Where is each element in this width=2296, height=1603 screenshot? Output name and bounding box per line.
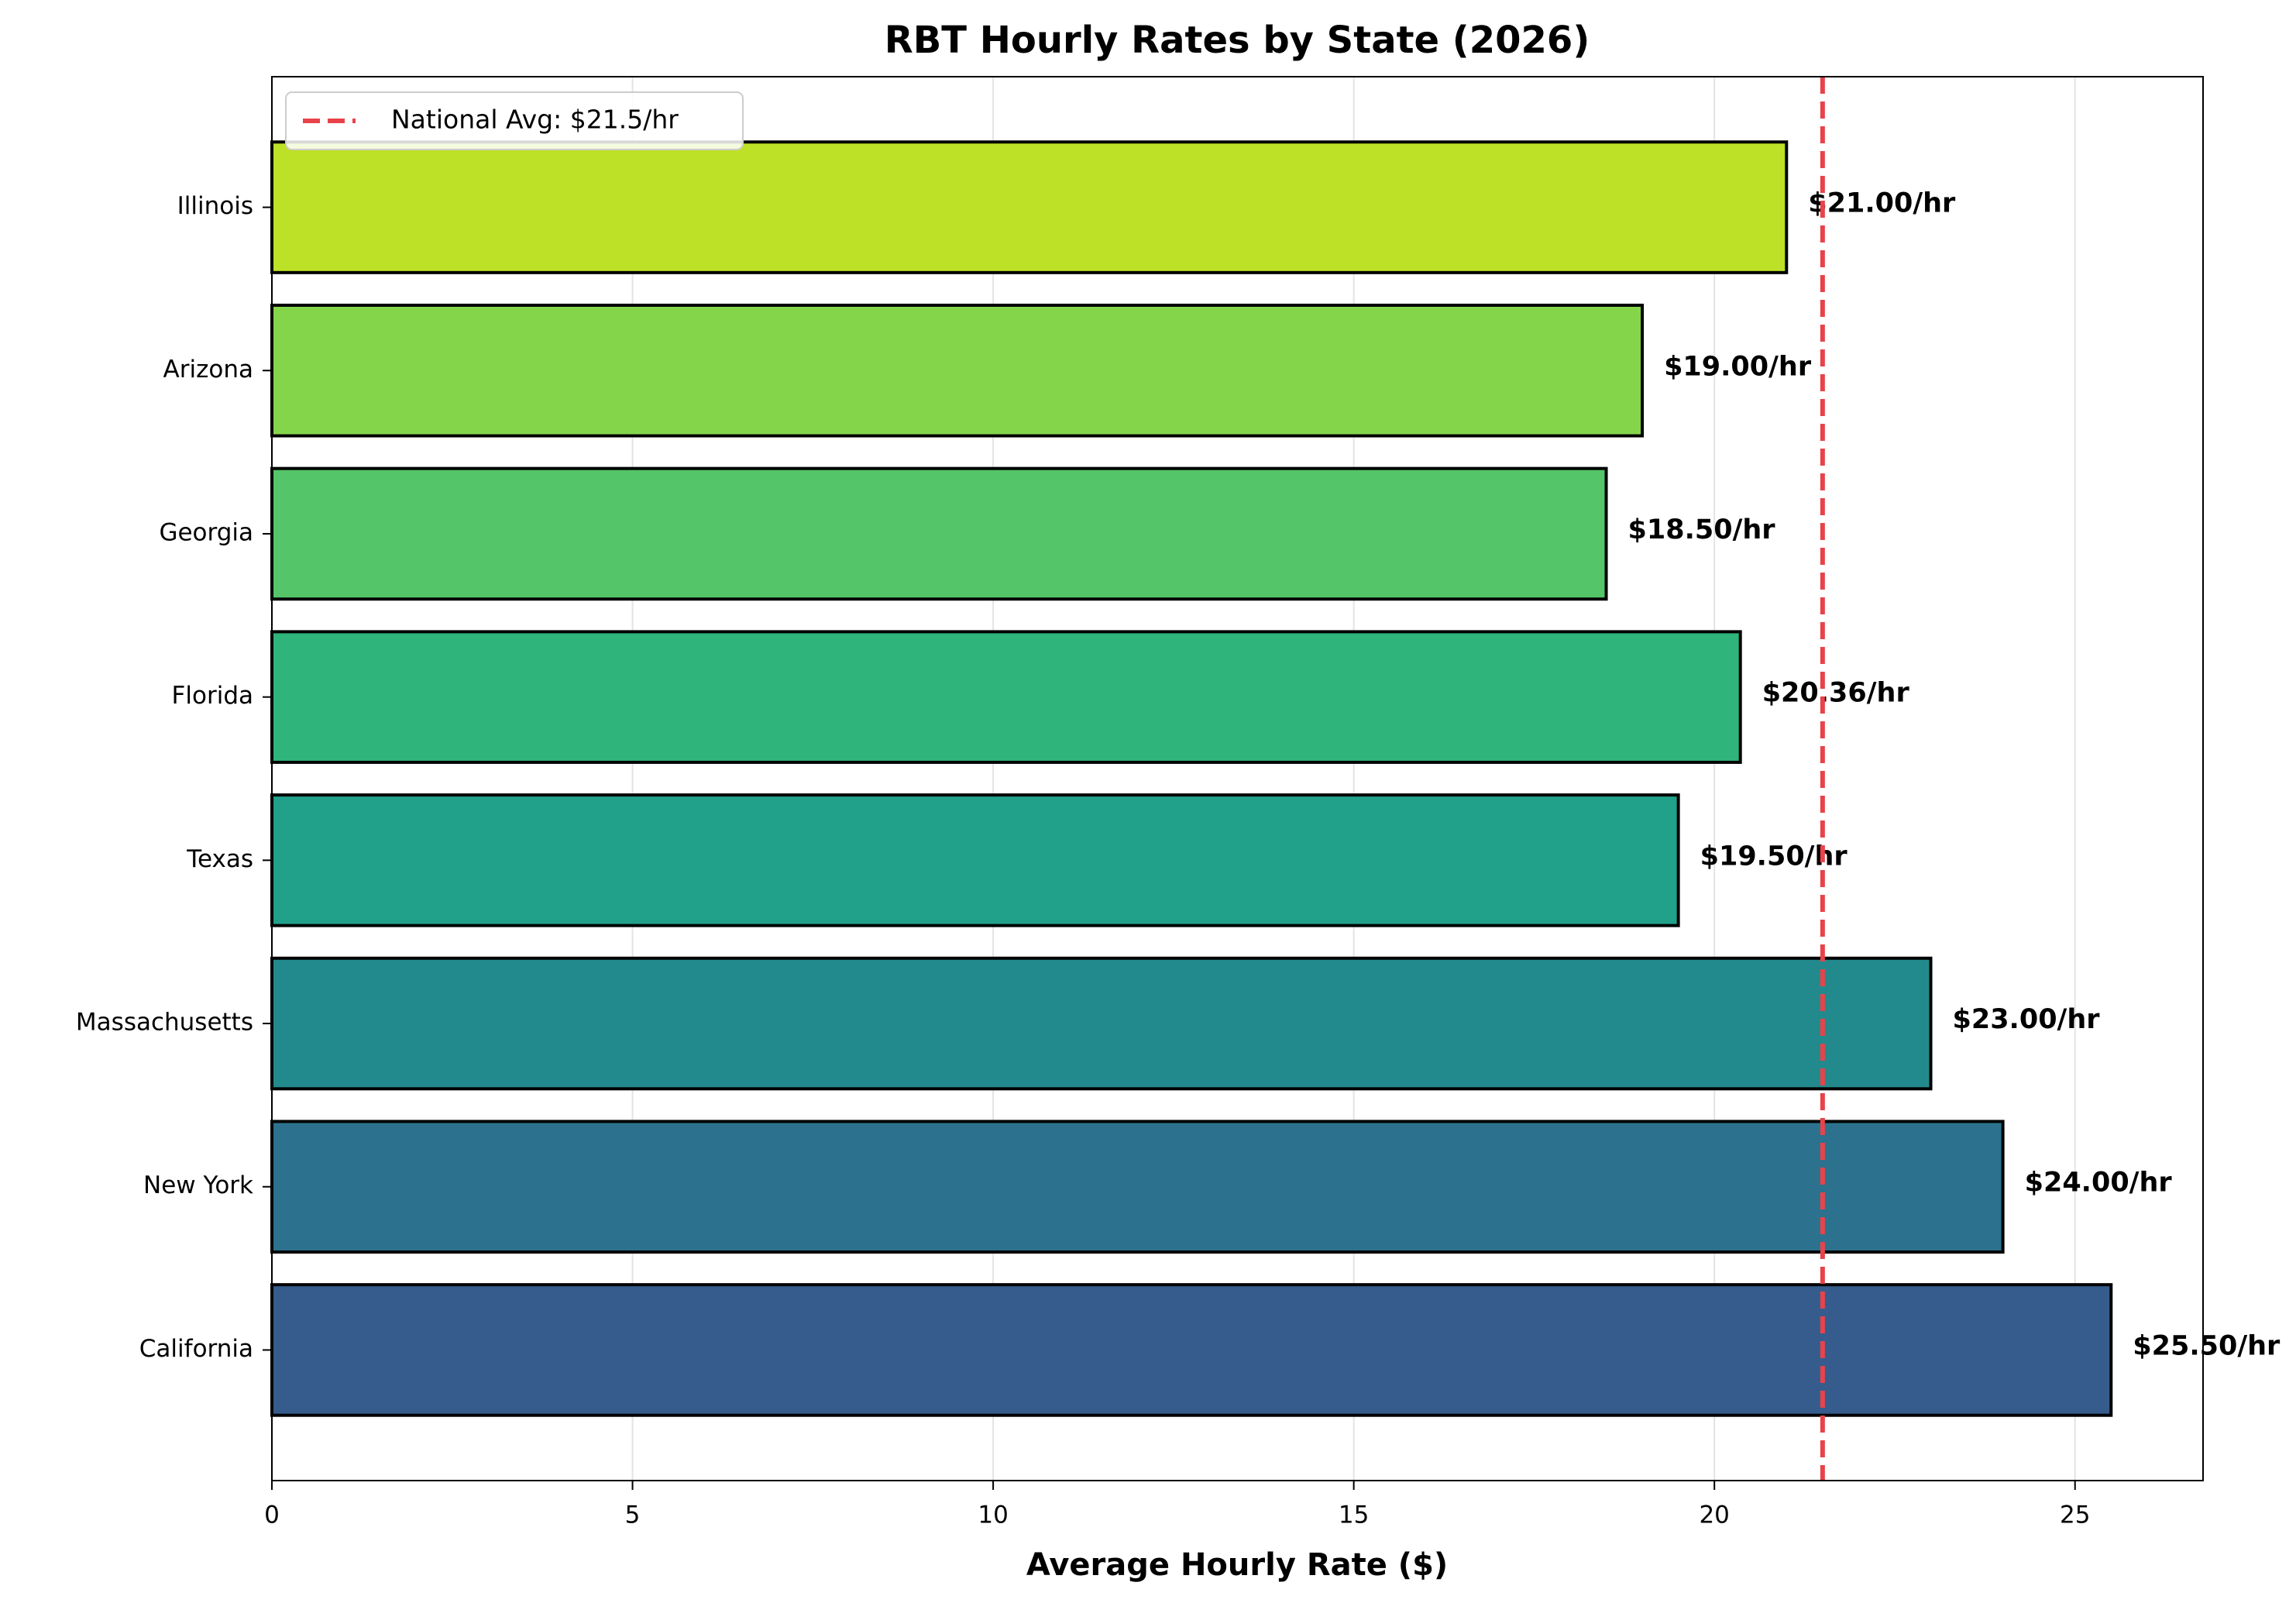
x-axis-label: Average Hourly Rate ($) xyxy=(1026,1547,1448,1583)
x-tick-label: 10 xyxy=(978,1502,1008,1529)
y-tick-label: Georgia xyxy=(159,518,253,546)
bar xyxy=(270,956,1933,1091)
legend-box xyxy=(285,91,744,150)
y-tick-label: Arizona xyxy=(163,356,253,384)
x-tick-label: 5 xyxy=(625,1502,641,1529)
bar xyxy=(270,793,1680,927)
value-label: $19.00/hr xyxy=(1664,351,1812,382)
value-label: $18.50/hr xyxy=(1628,514,1776,545)
x-tick-label: 15 xyxy=(1339,1502,1369,1529)
y-tick-label: New York xyxy=(143,1171,253,1199)
value-label: $19.50/hr xyxy=(1700,841,1848,872)
y-tick-label: Massachusetts xyxy=(76,1009,253,1037)
bar xyxy=(270,140,1789,274)
value-label: $23.00/hr xyxy=(1953,1004,2101,1035)
bar xyxy=(270,1283,2113,1417)
bar xyxy=(270,630,1742,764)
axes-frame xyxy=(271,76,2204,1481)
x-tick-label: 0 xyxy=(264,1502,280,1529)
x-tick-label: 20 xyxy=(1699,1502,1729,1529)
bar xyxy=(270,303,1645,438)
y-tick-label: California xyxy=(139,1335,253,1363)
value-label: $24.00/hr xyxy=(2025,1168,2173,1199)
value-label: $21.00/hr xyxy=(1808,188,1956,219)
legend-label: National Avg: $21.5/hr xyxy=(391,105,679,135)
y-tick-label: Texas xyxy=(186,845,253,873)
bar xyxy=(270,1120,2005,1254)
value-label: $25.50/hr xyxy=(2133,1330,2281,1361)
y-tick-label: Florida xyxy=(172,682,253,710)
y-tick-label: Illinois xyxy=(177,192,253,220)
bar xyxy=(270,466,1608,601)
x-tick-label: 25 xyxy=(2060,1502,2090,1529)
value-label: $20.36/hr xyxy=(1762,678,1910,709)
chart-title: RBT Hourly Rates by State (2026) xyxy=(885,19,1590,62)
